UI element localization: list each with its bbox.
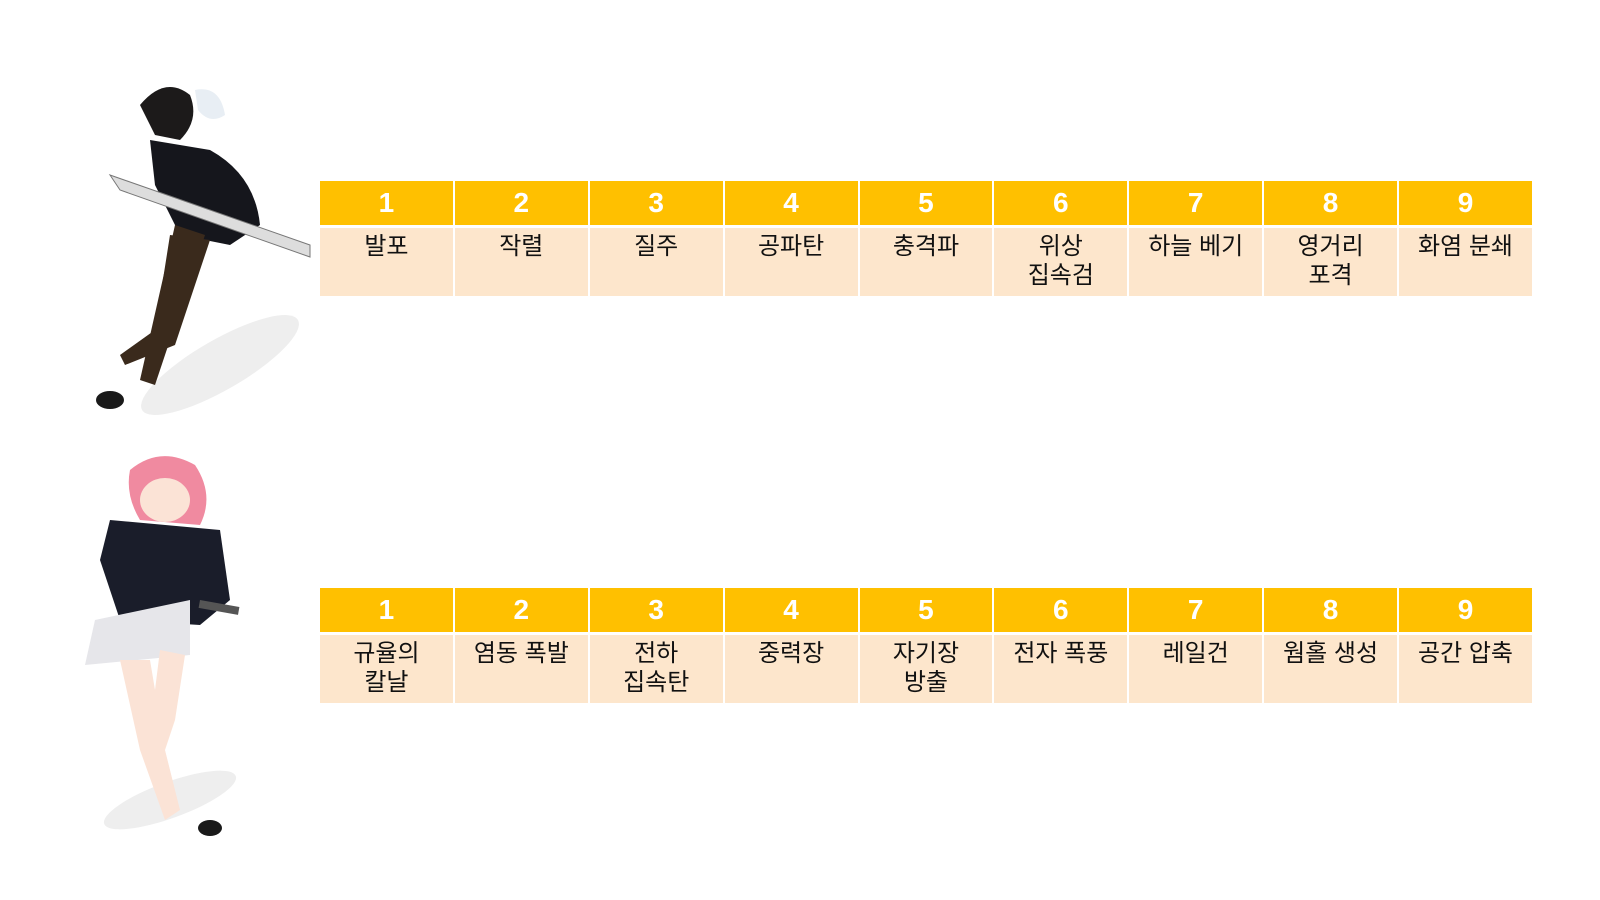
skill-name: 공파탄 bbox=[724, 228, 860, 296]
skill-name: 염동 폭발 bbox=[454, 635, 590, 703]
skill-name: 규율의 칼날 bbox=[320, 635, 455, 703]
skill-name: 질주 bbox=[589, 228, 725, 296]
skill-number: 6 bbox=[994, 588, 1130, 635]
skill-number: 1 bbox=[320, 181, 455, 228]
skill-number: 3 bbox=[589, 588, 725, 635]
skill-number: 8 bbox=[1264, 588, 1399, 635]
female-gunner-illustration bbox=[85, 456, 240, 836]
skill-number: 1 bbox=[320, 588, 455, 635]
skill-number: 8 bbox=[1264, 181, 1399, 228]
skill-number: 2 bbox=[454, 588, 590, 635]
skill-table-2: 1 2 3 4 5 6 7 8 9 규율의 칼날 염동 폭발 전하 집속탄 중력… bbox=[320, 588, 1532, 703]
skill-number: 7 bbox=[1129, 588, 1265, 635]
skill-name: 하늘 베기 bbox=[1129, 228, 1265, 296]
skill-number: 5 bbox=[859, 588, 995, 635]
skill-number: 2 bbox=[454, 181, 590, 228]
skill-number: 9 bbox=[1399, 181, 1532, 228]
skill-number: 3 bbox=[589, 181, 725, 228]
skill-name: 웜홀 생성 bbox=[1264, 635, 1399, 703]
skill-table-1: 1 2 3 4 5 6 7 8 9 발포 작렬 질주 공파탄 충격파 위상 집속… bbox=[320, 181, 1532, 296]
skill-name: 화염 분쇄 bbox=[1399, 228, 1532, 296]
skill-name: 충격파 bbox=[859, 228, 995, 296]
skill-name: 전하 집속탄 bbox=[589, 635, 725, 703]
skill-name: 작렬 bbox=[454, 228, 590, 296]
skill-number-row: 1 2 3 4 5 6 7 8 9 bbox=[320, 181, 1532, 228]
skill-name-row: 발포 작렬 질주 공파탄 충격파 위상 집속검 하늘 베기 영거리 포격 화염 … bbox=[320, 228, 1532, 296]
skill-number: 6 bbox=[994, 181, 1130, 228]
skill-number: 7 bbox=[1129, 181, 1265, 228]
skill-number: 4 bbox=[724, 181, 860, 228]
skill-name: 전자 폭풍 bbox=[994, 635, 1130, 703]
skill-number-row: 1 2 3 4 5 6 7 8 9 bbox=[320, 588, 1532, 635]
skill-name: 위상 집속검 bbox=[994, 228, 1130, 296]
male-swordsman-illustration bbox=[96, 87, 311, 415]
skill-name: 발포 bbox=[320, 228, 455, 296]
skill-name: 영거리 포격 bbox=[1264, 228, 1399, 296]
skill-name-row: 규율의 칼날 염동 폭발 전하 집속탄 중력장 자기장 방출 전자 폭풍 레일건… bbox=[320, 635, 1532, 703]
skill-name: 중력장 bbox=[724, 635, 860, 703]
skill-number: 5 bbox=[859, 181, 995, 228]
skill-name: 레일건 bbox=[1129, 635, 1265, 703]
skill-number: 9 bbox=[1399, 588, 1532, 635]
skill-number: 4 bbox=[724, 588, 860, 635]
skill-name: 공간 압축 bbox=[1399, 635, 1532, 703]
skill-name: 자기장 방출 bbox=[859, 635, 995, 703]
